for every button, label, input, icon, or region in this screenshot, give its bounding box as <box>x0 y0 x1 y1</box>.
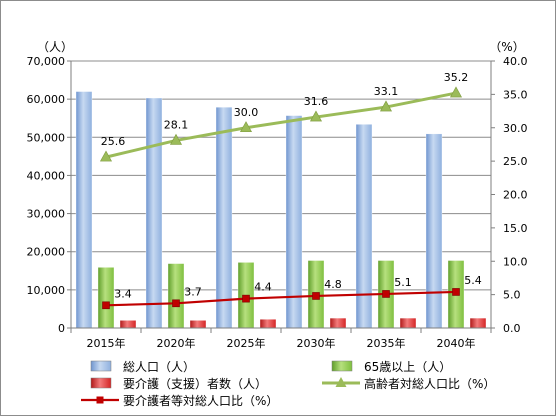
bar <box>215 106 233 329</box>
legend-label: 要介護者等対総人口比（%） <box>123 393 278 408</box>
bar <box>189 320 207 329</box>
x-tick-label: 2035年 <box>367 336 406 350</box>
data-label: 3.4 <box>114 287 132 300</box>
gridlines <box>71 60 491 291</box>
right-tick-label: 35.0 <box>503 88 528 101</box>
legend-label: 65歳以上（人） <box>364 360 451 374</box>
right-tick-label: 25.0 <box>503 155 528 168</box>
legend-swatch <box>90 377 112 389</box>
triangle-marker <box>309 110 323 122</box>
data-label: 5.1 <box>394 276 412 289</box>
right-axis-unit: （%） <box>489 40 524 54</box>
right-tick-label: 0.0 <box>503 322 521 335</box>
left-tick-label: 0 <box>58 322 65 335</box>
bar <box>75 91 93 329</box>
series-line <box>105 91 457 159</box>
bars <box>75 91 487 329</box>
lines: 25.6 28.1 30.0 31.6 33.1 35.2 3.4 3.7 4.4 4.8 5.1 5… <box>99 71 482 310</box>
data-label: 35.2 <box>444 71 469 84</box>
legend: 総人口（人） 65歳以上（人） 要介護（支援）者数（人） 高齢者対総人口比（%） 要介護… <box>81 360 495 408</box>
square-marker <box>102 301 110 310</box>
bar <box>259 319 277 329</box>
triangle-marker <box>99 150 113 162</box>
axes: 0 10,000 20,000 30,000 40,000 50,000 60,000 70,… <box>27 40 528 350</box>
x-tick-label: 2025年 <box>227 336 266 350</box>
left-axis-unit: （人） <box>37 40 73 54</box>
triangle-marker <box>169 133 183 145</box>
left-tick-label: 40,000 <box>27 169 66 182</box>
triangle-marker <box>379 100 393 112</box>
x-tick-label: 2030年 <box>297 336 336 350</box>
triangle-marker <box>449 86 463 98</box>
legend-swatch <box>90 360 112 372</box>
right-tick-label: 40.0 <box>503 55 528 68</box>
legend-swatch <box>331 360 353 372</box>
legend-label: 総人口（人） <box>123 360 195 374</box>
bar <box>399 317 417 329</box>
legend-label: 高齢者対総人口比（%） <box>364 376 495 391</box>
right-tick-label: 15.0 <box>503 222 528 235</box>
right-tick-label: 20.0 <box>503 189 528 202</box>
triangle-marker <box>239 121 253 133</box>
x-tick-label: 2015年 <box>87 336 126 350</box>
data-label: 25.6 <box>101 135 126 148</box>
left-tick-label: 60,000 <box>27 93 66 106</box>
square-marker <box>452 288 460 296</box>
legend-marker <box>335 377 347 387</box>
data-label: 31.6 <box>304 95 329 108</box>
bar <box>145 97 163 329</box>
right-tick-label: 10.0 <box>503 255 528 268</box>
x-tick-label: 2020年 <box>157 336 196 350</box>
data-label: 28.1 <box>164 118 189 131</box>
right-tick-label: 30.0 <box>503 122 528 135</box>
bar <box>469 317 487 329</box>
legend-marker <box>96 396 104 404</box>
bar <box>425 133 443 329</box>
left-tick-label: 50,000 <box>27 131 66 144</box>
x-tick-label: 2040年 <box>437 336 476 350</box>
left-tick-label: 20,000 <box>27 246 66 259</box>
bar <box>329 317 347 329</box>
data-label: 5.4 <box>464 274 482 287</box>
data-label: 30.0 <box>234 106 259 119</box>
bar <box>119 320 137 329</box>
bar <box>167 263 185 329</box>
left-tick-label: 70,000 <box>27 55 66 68</box>
legend-label: 要介護（支援）者数（人） <box>123 376 267 391</box>
square-marker <box>312 292 320 300</box>
data-label: 33.1 <box>374 85 399 98</box>
data-label: 4.4 <box>254 281 272 294</box>
square-marker <box>382 290 390 298</box>
series-line <box>105 290 457 307</box>
right-tick-label: 5.0 <box>503 289 521 302</box>
square-marker <box>172 299 180 308</box>
data-label: 4.8 <box>324 278 342 291</box>
square-marker <box>242 294 250 303</box>
bar <box>355 124 373 329</box>
left-tick-label: 10,000 <box>27 284 66 297</box>
bar <box>97 267 115 329</box>
left-tick-label: 30,000 <box>27 208 66 221</box>
data-label: 3.7 <box>184 285 202 298</box>
